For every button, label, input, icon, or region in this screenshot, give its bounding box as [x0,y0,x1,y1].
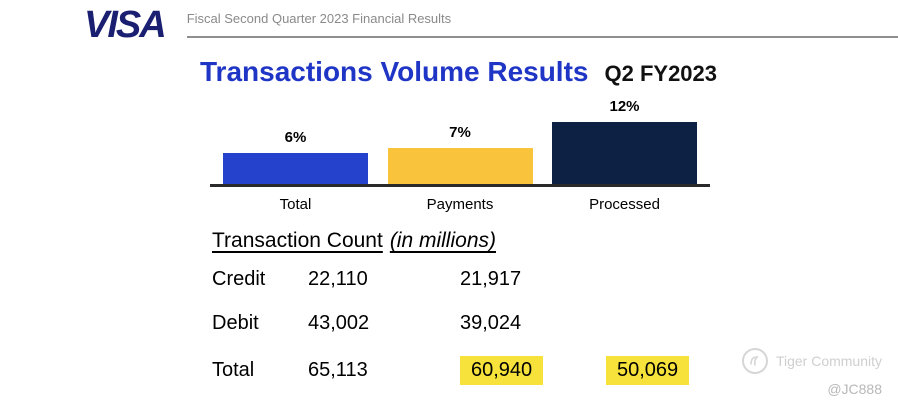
cell-total-total: 65,113 [308,359,368,381]
watermark-community-label: Tiger Community [775,353,882,369]
cell-total-payments-highlighted: 60,940 [460,356,544,385]
watermark-handle: @JC888 [827,381,882,397]
title-row: Transactions Volume Results Q2 FY2023 [200,56,898,88]
tiger-glyph [750,356,759,366]
cell-total-processed-highlighted: 50,069 [606,356,690,385]
chart-category-labels: Total Payments Processed [210,196,710,213]
chart-axis [210,184,710,187]
bar-processed [552,122,697,184]
cell-credit-total: 22,110 [308,268,368,290]
section-heading: Transaction Count (in millions) [212,229,898,253]
chart-bars: 6% 7% 12% [210,94,710,184]
bar-group-total: 6% [223,129,368,184]
period-label: Q2 FY2023 [604,61,718,86]
bar-group-processed: 12% [552,98,697,184]
category-label-processed: Processed [589,196,660,213]
tiger-community-logo-icon [741,348,768,374]
row-label: Total [212,359,255,381]
bar-payments [387,148,533,184]
bar-value-label: 6% [284,129,307,146]
category-label-payments: Payments [426,196,494,213]
header-divider: Fiscal Second Quarter 2023 Financial Res… [186,4,898,38]
bar-value-label: 12% [609,98,640,115]
section-heading-note: (in millions) [389,229,496,252]
header-subtitle: Fiscal Second Quarter 2023 Financial Res… [186,11,452,26]
bar-chart: 6% 7% 12% Total Payments Processed [210,94,710,213]
bar-group-payments: 7% [387,124,533,184]
cell-debit-payments: 39,024 [460,312,522,334]
row-label: Debit [212,312,259,334]
transaction-count-table: Credit 22,110 21,917 Debit 43,002 39,024… [212,268,898,385]
section-heading-text: Transaction Count [212,229,383,252]
cell-debit-total: 43,002 [308,312,370,334]
bar-total [223,153,368,184]
cell-credit-payments: 21,917 [460,268,522,290]
row-label: Credit [212,268,266,290]
watermark: Tiger Community @JC888 [741,348,882,397]
page-title: Transactions Volume Results [200,56,589,87]
bar-value-label: 7% [449,124,471,141]
header: VISA Fiscal Second Quarter 2023 Financia… [0,0,898,44]
watermark-row: Tiger Community [741,348,882,374]
category-label-total: Total [279,196,312,213]
visa-logo: VISA [84,4,167,46]
